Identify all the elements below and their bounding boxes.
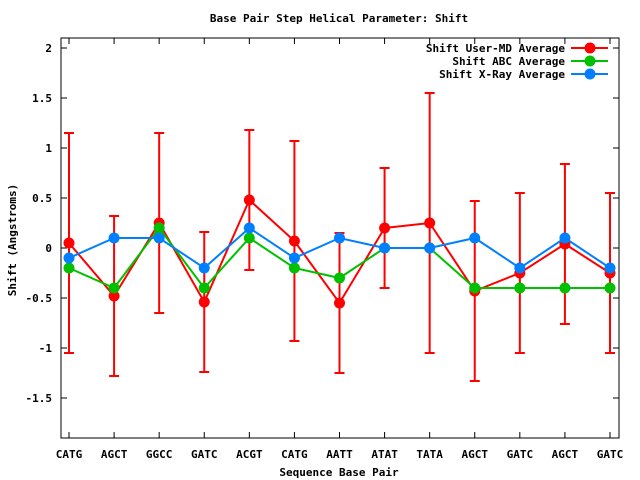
data-point-series-1 [379,222,391,234]
legend-marker [584,68,596,80]
data-point-series-1 [424,217,436,229]
data-point-series-3 [379,242,391,254]
x-tick-label: ACGT [236,448,263,461]
y-tick-label: 1 [45,142,52,155]
y-tick-label: 0.5 [32,192,52,205]
x-tick-label: AGCT [101,448,128,461]
data-point-series-3 [108,232,120,244]
data-point-series-2 [334,272,345,284]
x-tick-label: GATC [507,448,534,461]
data-point-series-1 [243,194,255,206]
x-tick-label: GATC [191,448,218,461]
x-tick-label: AATT [326,448,353,461]
data-point-series-2 [108,282,120,294]
y-tick-label: 2 [45,42,52,55]
data-point-series-2 [198,282,210,294]
y-tick-label: -1 [39,342,53,355]
x-axis: CATG AGCT GGCC GATC ACGT CATG AATT ATAT TATA AGCT… [56,38,624,461]
data-point-series-2 [514,282,526,294]
data-point-series-3 [63,252,75,264]
x-axis-label: Sequence Base Pair [279,466,399,479]
data-point-series-2 [288,262,300,274]
data-point-series-2 [63,262,75,274]
x-tick-label: CATG [56,448,83,461]
data-point-series-3 [424,242,436,254]
data-point-series-3 [153,232,165,244]
x-tick-label: GGCC [146,448,173,461]
x-tick-label: AGCT [552,448,579,461]
plot-area [63,92,616,382]
y-tick-label: -1.5 [26,392,53,405]
legend-marker [584,55,596,67]
data-point-series-3 [514,262,526,274]
data-point-series-2 [243,232,255,244]
legend-marker [584,42,596,54]
data-point-series-2 [469,282,481,294]
data-point-series-2 [604,282,616,294]
y-axis: -1.5 -1 -0.5 0 0.5 1 1.5 2 [26,42,619,405]
x-tick-label: AGCT [462,448,489,461]
data-point-series-3 [469,232,481,244]
x-tick-label: TATA [416,448,443,461]
data-point-series-3 [198,262,210,274]
x-tick-label: GATC [597,448,624,461]
x-tick-label: CATG [281,448,308,461]
data-point-series-3 [334,232,345,244]
legend-label: Shift X-Ray Average [439,68,565,81]
data-point-series-2 [153,222,165,234]
y-tick-label: 1.5 [32,92,52,105]
data-point-series-1 [288,235,300,247]
data-point-series-1 [198,296,210,308]
data-point-series-3 [243,222,255,234]
data-point-series-1 [334,297,345,309]
y-axis-label: Shift (Angstroms) [6,184,19,297]
legend-label: Shift User-MD Average [426,42,565,55]
chart-title: Base Pair Step Helical Parameter: Shift [210,12,468,25]
data-point-series-3 [288,252,300,264]
data-point-series-2 [559,282,571,294]
y-tick-label: -0.5 [26,292,53,305]
data-point-series-1 [63,237,75,249]
data-point-series-1 [108,290,120,302]
y-tick-label: 0 [45,242,52,255]
data-point-series-3 [604,262,616,274]
legend-label: Shift ABC Average [452,55,565,68]
x-tick-label: ATAT [371,448,398,461]
data-point-series-3 [559,232,571,244]
